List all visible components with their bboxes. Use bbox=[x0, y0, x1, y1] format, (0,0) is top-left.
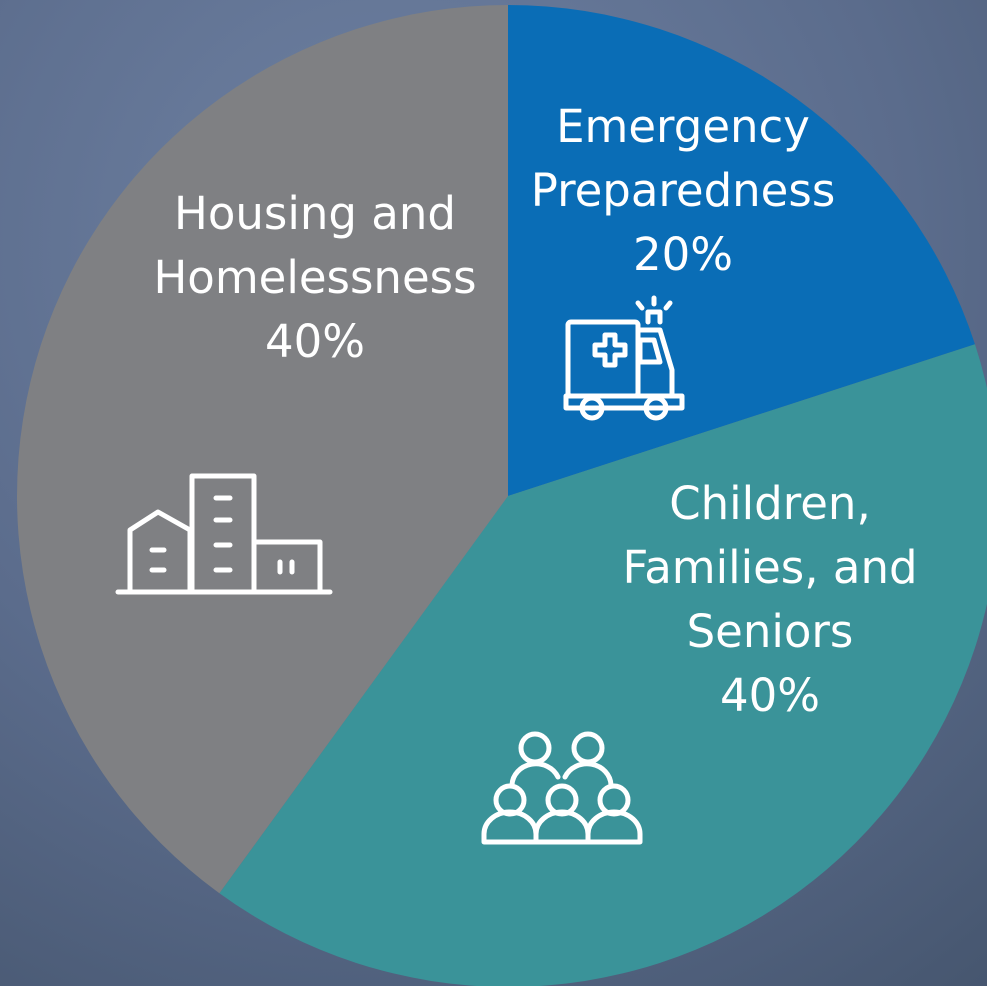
slice-label: Emergency Preparedness 20% bbox=[503, 95, 863, 287]
pie-slice bbox=[16, 5, 508, 894]
category-label: Children, Families, and Seniors bbox=[622, 477, 918, 658]
ambulance-icon bbox=[563, 295, 685, 421]
value-label: 40% bbox=[719, 669, 821, 722]
pie-slice bbox=[508, 5, 975, 496]
people-icon bbox=[481, 731, 643, 845]
buildings-icon bbox=[115, 473, 333, 595]
category-label: Emergency Preparedness bbox=[530, 100, 836, 217]
value-label: 20% bbox=[632, 228, 734, 281]
category-label: Housing and Homelessness bbox=[153, 187, 477, 304]
slice-label: Housing and Homelessness 40% bbox=[115, 182, 515, 374]
pie-slice bbox=[219, 344, 987, 986]
slice-label: Children, Families, and Seniors 40% bbox=[580, 472, 960, 728]
value-label: 40% bbox=[264, 315, 366, 368]
